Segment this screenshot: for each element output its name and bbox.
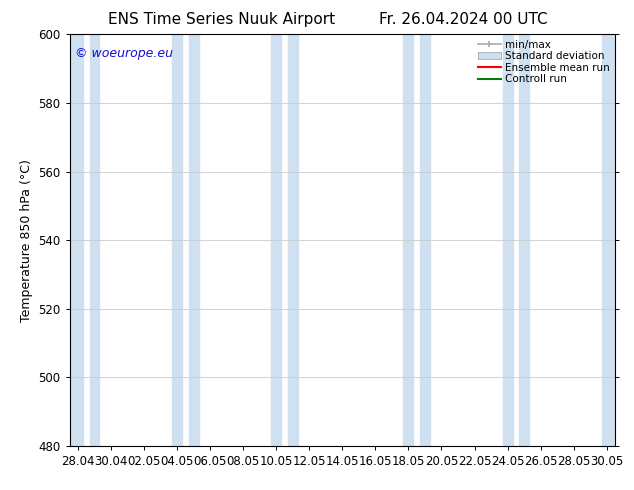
- Legend: min/max, Standard deviation, Ensemble mean run, Controll run: min/max, Standard deviation, Ensemble me…: [476, 37, 612, 86]
- Bar: [70, 34, 83, 446]
- Bar: [172, 34, 182, 446]
- Bar: [288, 34, 298, 446]
- Text: Fr. 26.04.2024 00 UTC: Fr. 26.04.2024 00 UTC: [378, 12, 547, 27]
- Bar: [519, 34, 529, 446]
- Bar: [420, 34, 430, 446]
- Text: © woeurope.eu: © woeurope.eu: [75, 47, 173, 60]
- Bar: [89, 34, 100, 446]
- Bar: [271, 34, 281, 446]
- Bar: [503, 34, 512, 446]
- Bar: [189, 34, 198, 446]
- Y-axis label: Temperature 850 hPa (°C): Temperature 850 hPa (°C): [20, 159, 33, 321]
- Bar: [602, 34, 615, 446]
- Text: ENS Time Series Nuuk Airport: ENS Time Series Nuuk Airport: [108, 12, 335, 27]
- Bar: [403, 34, 413, 446]
